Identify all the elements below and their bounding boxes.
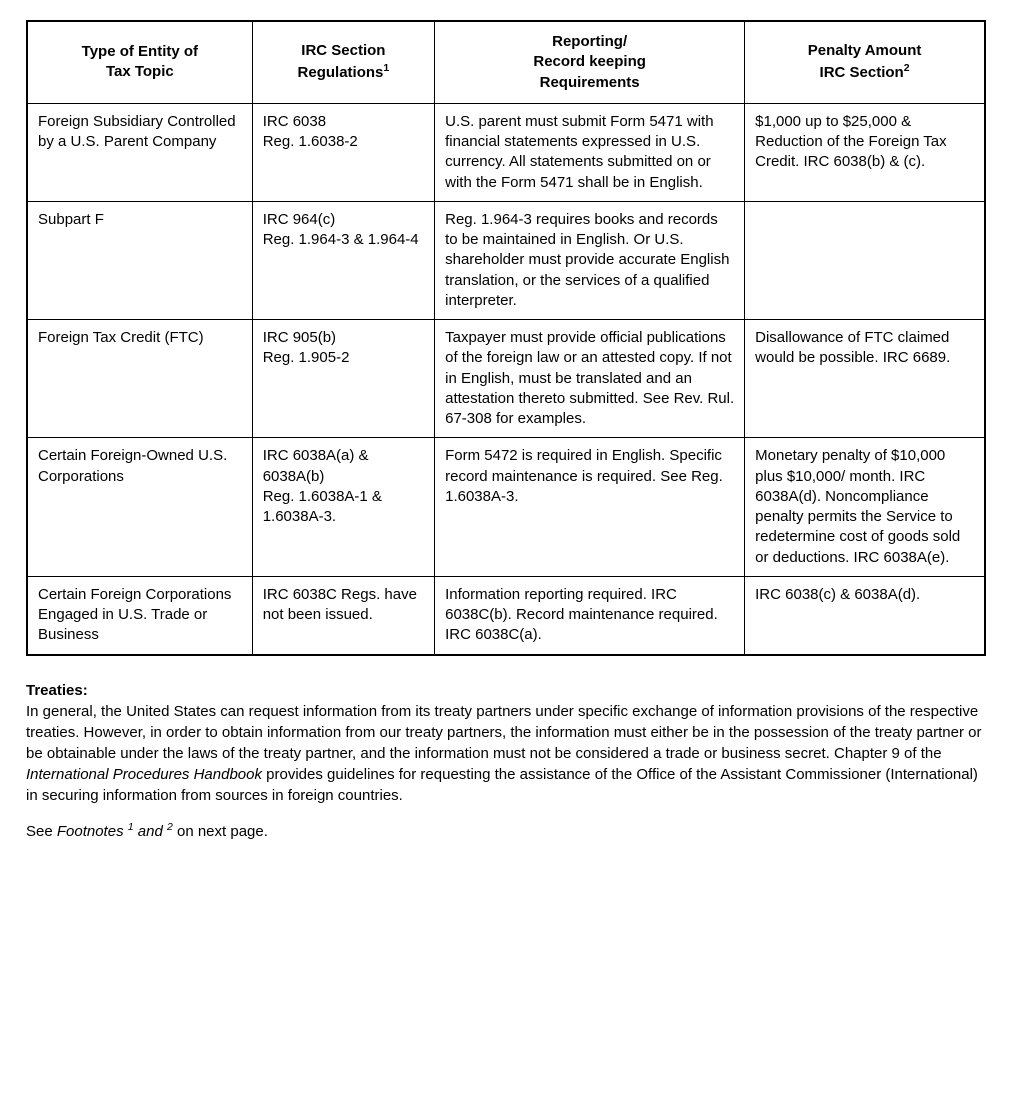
cell-reporting: Reg. 1.964-3 requires books and records … <box>435 201 745 319</box>
table-row: Foreign Subsidiary Controlled by a U.S. … <box>27 103 985 201</box>
footnote-marker: 2 <box>904 62 910 74</box>
header-entity-type: Type of Entity of Tax Topic <box>27 21 252 103</box>
header-text: IRC Section <box>820 64 904 81</box>
header-text: Penalty Amount <box>808 42 922 59</box>
table-row: Subpart F IRC 964(c)Reg. 1.964-3 & 1.964… <box>27 201 985 319</box>
cell-entity: Certain Foreign Corporations Engaged in … <box>27 576 252 654</box>
header-text: Reporting/ <box>552 33 627 50</box>
table-row: Foreign Tax Credit (FTC) IRC 905(b)Reg. … <box>27 320 985 438</box>
footnote-prefix: See <box>26 823 57 840</box>
treaties-section: Treaties: In general, the United States … <box>26 680 986 842</box>
cell-reporting: U.S. parent must submit Form 5471 with f… <box>435 103 745 201</box>
treaties-text: In general, the United States can reques… <box>26 703 981 762</box>
header-text: Regulations <box>298 64 384 81</box>
irc-requirements-table: Type of Entity of Tax Topic IRC Section … <box>26 20 986 656</box>
footnote-word: Footnotes <box>57 823 128 840</box>
footnote-marker: 1 <box>383 62 389 74</box>
footnote-italic: Footnotes 1 and 2 <box>57 823 173 840</box>
cell-reporting: Form 5472 is required in English. Specif… <box>435 438 745 577</box>
header-text: Record keeping <box>533 53 646 70</box>
treaties-label: Treaties: <box>26 682 88 699</box>
cell-entity: Subpart F <box>27 201 252 319</box>
cell-reporting: Taxpayer must provide official publicati… <box>435 320 745 438</box>
table-header-row: Type of Entity of Tax Topic IRC Section … <box>27 21 985 103</box>
header-penalty: Penalty Amount IRC Section2 <box>745 21 985 103</box>
footnote-reference: See Footnotes 1 and 2 on next page. <box>26 820 986 842</box>
treaties-italic: International Procedures Handbook <box>26 766 262 783</box>
table-row: Certain Foreign-Owned U.S. Corporations … <box>27 438 985 577</box>
header-text: Tax Topic <box>106 63 174 80</box>
cell-penalty <box>745 201 985 319</box>
cell-penalty: Disallowance of FTC claimed would be pos… <box>745 320 985 438</box>
cell-entity: Certain Foreign-Owned U.S. Corporations <box>27 438 252 577</box>
cell-irc: IRC 905(b)Reg. 1.905-2 <box>252 320 434 438</box>
cell-entity: Foreign Subsidiary Controlled by a U.S. … <box>27 103 252 201</box>
table-row: Certain Foreign Corporations Engaged in … <box>27 576 985 654</box>
cell-penalty: $1,000 up to $25,000 & Reduction of the … <box>745 103 985 201</box>
cell-entity: Foreign Tax Credit (FTC) <box>27 320 252 438</box>
header-text: Type of Entity of <box>82 43 198 60</box>
cell-irc: IRC 964(c)Reg. 1.964-3 & 1.964-4 <box>252 201 434 319</box>
header-text: Requirements <box>540 74 640 91</box>
cell-irc: IRC 6038Reg. 1.6038-2 <box>252 103 434 201</box>
footnote-suffix: on next page. <box>173 823 268 840</box>
header-irc-section: IRC Section Regulations1 <box>252 21 434 103</box>
header-reporting: Reporting/ Record keeping Requirements <box>435 21 745 103</box>
cell-penalty: Monetary penalty of $10,000 plus $10,000… <box>745 438 985 577</box>
cell-irc: IRC 6038A(a) & 6038A(b)Reg. 1.6038A-1 & … <box>252 438 434 577</box>
cell-reporting: Information reporting required. IRC 6038… <box>435 576 745 654</box>
footnote-mid: and <box>134 823 167 840</box>
treaties-paragraph: Treaties: In general, the United States … <box>26 680 986 806</box>
cell-penalty: IRC 6038(c) & 6038A(d). <box>745 576 985 654</box>
cell-irc: IRC 6038C Regs. have not been issued. <box>252 576 434 654</box>
header-text: IRC Section <box>301 42 385 59</box>
table-body: Foreign Subsidiary Controlled by a U.S. … <box>27 103 985 654</box>
